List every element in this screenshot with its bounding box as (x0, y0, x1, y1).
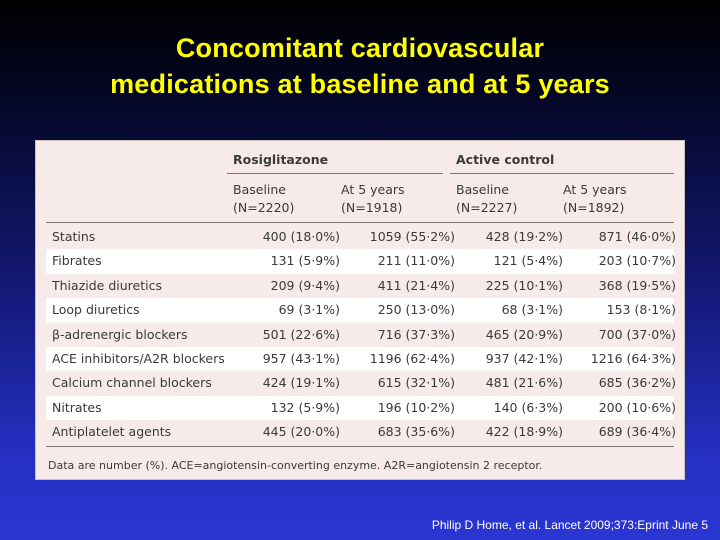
cell-control-baseline: 481 (21·6%) (485, 375, 563, 391)
cell-control-5years: 153 (8·1%) (606, 302, 676, 318)
cell-rosi-5years: 196 (10·2%) (377, 399, 455, 415)
table-row: Nitrates 132 (5·9%) 196 (10·2%) 140 (6·3… (46, 395, 676, 421)
cell-rosi-5years: 615 (32·1%) (377, 375, 455, 391)
col-header-n: (N=1892) (563, 200, 625, 215)
group-header-active-control: Active control (456, 152, 555, 167)
footer-rule (46, 446, 674, 447)
cell-control-baseline: 225 (10·1%) (485, 277, 563, 293)
cell-rosi-5years: 1059 (55·2%) (369, 229, 455, 244)
cell-rosi-baseline: 957 (43·1%) (262, 350, 340, 366)
cell-control-5years: 871 (46·0%) (598, 229, 676, 244)
col-header-control-5years: At 5 years (N=1892) (563, 181, 627, 217)
col-header-rosi-5years: At 5 years (N=1918) (341, 181, 405, 217)
table-row: Statins 400 (18·0%) 1059 (55·2%) 428 (19… (46, 225, 676, 249)
row-label: Nitrates (52, 399, 102, 415)
cell-control-5years: 685 (36·2%) (598, 375, 676, 391)
col-header-rosi-baseline: Baseline (N=2220) (233, 181, 294, 217)
group-rule-active-control (450, 173, 674, 174)
cell-control-baseline: 422 (18·9%) (485, 424, 563, 440)
table-footnote: Data are number (%). ACE=angiotensin-con… (48, 459, 543, 472)
cell-control-baseline: 428 (19·2%) (485, 229, 563, 244)
cell-control-baseline: 937 (42·1%) (485, 350, 563, 366)
cell-control-baseline: 68 (3·1%) (501, 302, 563, 318)
slide-title: Concomitant cardiovascular medications a… (0, 30, 720, 102)
table-row: Thiazide diuretics 209 (9·4%) 411 (21·4%… (46, 274, 676, 298)
cell-rosi-baseline: 132 (5·9%) (270, 399, 340, 415)
cell-rosi-5years: 250 (13·0%) (377, 302, 455, 318)
group-rule-rosiglitazone (227, 173, 443, 174)
col-header-n: (N=2220) (233, 200, 295, 215)
cell-rosi-baseline: 400 (18·0%) (262, 229, 340, 244)
medications-table: Rosiglitazone Active control Baseline (N… (35, 140, 685, 480)
row-label: Fibrates (52, 253, 102, 269)
slide-title-line-2: medications at baseline and at 5 years (110, 69, 610, 99)
cell-rosi-5years: 411 (21·4%) (377, 277, 455, 293)
table-row: Loop diuretics 69 (3·1%) 250 (13·0%) 68 … (46, 298, 676, 323)
col-header-n: (N=1918) (341, 200, 403, 215)
cell-rosi-baseline: 445 (20·0%) (262, 424, 340, 440)
col-header-line: Baseline (456, 182, 509, 197)
cell-rosi-baseline: 131 (5·9%) (270, 253, 340, 269)
cell-control-5years: 700 (37·0%) (598, 326, 676, 342)
table-row: ACE inhibitors/A2R blockers 957 (43·1%) … (46, 346, 676, 372)
citation: Philip D Home, et al. Lancet 2009;373:Ep… (431, 518, 708, 532)
slide-title-line-1: Concomitant cardiovascular (175, 33, 545, 63)
cell-control-5years: 1216 (64·3%) (590, 350, 676, 366)
col-header-n: (N=2227) (456, 200, 518, 215)
cell-control-5years: 200 (10·6%) (598, 399, 676, 415)
cell-control-5years: 368 (19·5%) (598, 277, 676, 293)
cell-rosi-5years: 716 (37·3%) (377, 326, 455, 342)
col-header-control-baseline: Baseline (N=2227) (456, 181, 517, 217)
col-header-line: At 5 years (341, 182, 405, 197)
row-label: β-adrenergic blockers (52, 326, 188, 342)
table-row: β-adrenergic blockers 501 (22·6%) 716 (3… (46, 323, 676, 347)
table-body: Statins 400 (18·0%) 1059 (55·2%) 428 (19… (46, 225, 676, 445)
cell-rosi-5years: 1196 (62·4%) (369, 350, 455, 366)
table-row: Antiplatelet agents 445 (20·0%) 683 (35·… (46, 420, 676, 444)
cell-rosi-baseline: 209 (9·4%) (270, 277, 340, 293)
row-label: Antiplatelet agents (52, 424, 172, 440)
group-header-rosiglitazone: Rosiglitazone (233, 152, 329, 167)
cell-rosi-baseline: 424 (19·1%) (262, 375, 340, 391)
table-row: Calcium channel blockers 424 (19·1%) 615… (46, 371, 676, 395)
cell-control-baseline: 140 (6·3%) (493, 399, 563, 415)
header-rule (46, 222, 674, 223)
row-label: Calcium channel blockers (52, 375, 212, 391)
col-header-line: Baseline (233, 182, 286, 197)
cell-rosi-baseline: 501 (22·6%) (262, 326, 340, 342)
cell-rosi-baseline: 69 (3·1%) (278, 302, 340, 318)
row-label: Loop diuretics (52, 302, 140, 318)
cell-rosi-5years: 683 (35·6%) (377, 424, 455, 440)
cell-control-baseline: 121 (5·4%) (493, 253, 563, 269)
cell-control-5years: 203 (10·7%) (598, 253, 676, 269)
cell-control-5years: 689 (36·4%) (598, 424, 676, 440)
cell-control-baseline: 465 (20·9%) (485, 326, 563, 342)
cell-rosi-5years: 211 (11·0%) (377, 253, 455, 269)
row-label: ACE inhibitors/A2R blockers (52, 350, 225, 366)
table-row: Fibrates 131 (5·9%) 211 (11·0%) 121 (5·4… (46, 249, 676, 274)
col-header-line: At 5 years (563, 182, 627, 197)
row-label: Thiazide diuretics (52, 277, 162, 293)
row-label: Statins (52, 229, 96, 244)
